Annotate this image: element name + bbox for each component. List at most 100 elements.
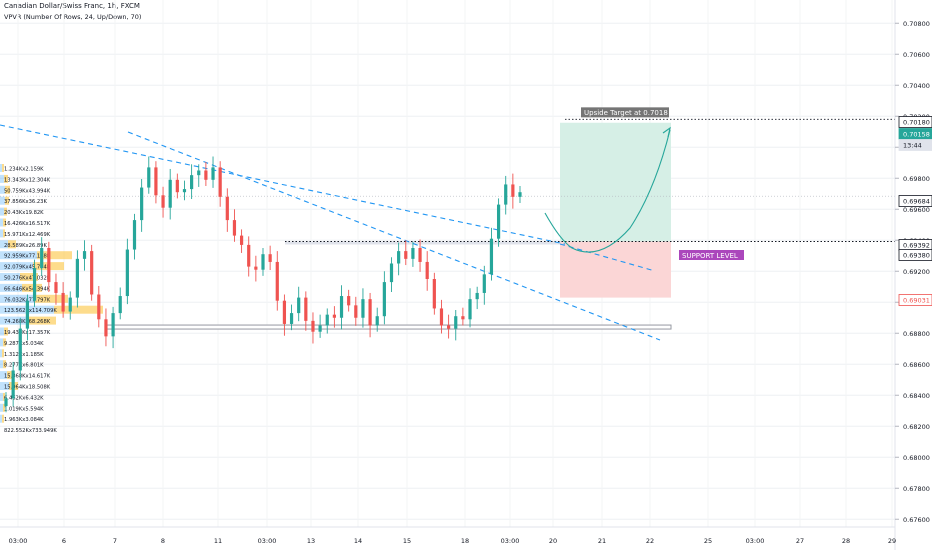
time-axis-label: 6 bbox=[62, 537, 66, 545]
candle-body bbox=[232, 220, 237, 236]
volume-profile-bar bbox=[0, 273, 20, 281]
time-axis-label: 22 bbox=[646, 537, 654, 545]
volume-profile-label: 822.552Kx733.949K bbox=[4, 428, 57, 434]
candle-body bbox=[397, 251, 401, 264]
price-axis-label: 0.68200 bbox=[903, 423, 930, 431]
candle-body bbox=[411, 248, 415, 259]
candle-body bbox=[82, 251, 87, 259]
volume-profile-bar bbox=[2, 349, 4, 358]
candle-body bbox=[18, 328, 22, 371]
volume-profile-bar bbox=[0, 218, 3, 227]
candle-body bbox=[461, 316, 465, 320]
time-axis-label: 03:00 bbox=[9, 537, 28, 545]
candle-body bbox=[147, 167, 151, 188]
candle-body bbox=[304, 297, 308, 321]
candle-body bbox=[11, 370, 15, 399]
price-badge-label: 0.70158 bbox=[903, 131, 930, 139]
price-badge bbox=[898, 294, 932, 306]
price-badge-label: 0.70180 bbox=[903, 119, 930, 127]
volume-profile-label: 66.646Kx54.394K bbox=[4, 286, 51, 292]
candle-body bbox=[111, 313, 115, 337]
volume-profile-label: 92.959Kx77.178K bbox=[4, 254, 51, 260]
candle-body bbox=[475, 292, 479, 300]
volume-profile-bar bbox=[0, 294, 35, 303]
volume-profile-label: 28.589Kx26.89K bbox=[4, 243, 47, 249]
price-badge bbox=[898, 195, 932, 207]
candle-body bbox=[325, 314, 329, 326]
volume-profile-label: 1.234Kx2.159K bbox=[4, 167, 44, 173]
volume-profile-bar bbox=[35, 294, 68, 303]
price-badge-label: 0.69684 bbox=[903, 198, 930, 206]
volume-profile-label: 9.287Kx5.034K bbox=[4, 341, 44, 347]
volume-profile-bar bbox=[0, 371, 7, 380]
time-axis-label: 28 bbox=[842, 537, 850, 545]
trendline-upper bbox=[0, 124, 566, 245]
volume-profile-bar bbox=[0, 327, 4, 336]
target-label-bg bbox=[581, 107, 669, 118]
candle-body bbox=[154, 167, 158, 196]
volume-profile-bar bbox=[3, 218, 6, 227]
volume-profile-label: 1.963Kx3.084K bbox=[4, 417, 44, 423]
candle-body bbox=[132, 220, 137, 250]
candle-body bbox=[47, 248, 51, 283]
volume-profile-bar bbox=[3, 229, 5, 238]
trendline-projection bbox=[559, 243, 656, 272]
volume-profile-label: 20.43Kx19.82K bbox=[4, 210, 44, 216]
candle-body bbox=[211, 167, 215, 180]
volume-profile-bar bbox=[37, 251, 72, 260]
volume-profile-bar bbox=[0, 349, 2, 358]
volume-profile-bar bbox=[3, 392, 5, 401]
candle-body bbox=[361, 299, 365, 318]
time-axis-label: 27 bbox=[796, 537, 804, 545]
candle-body bbox=[204, 170, 208, 180]
volume-profile-bar bbox=[0, 262, 33, 271]
candle-body bbox=[282, 300, 287, 324]
candle-body bbox=[482, 274, 486, 293]
volume-profile-bar bbox=[54, 305, 103, 314]
price-axis-label: 0.68400 bbox=[903, 392, 930, 400]
target-zone bbox=[560, 122, 671, 242]
volume-profile-label: 50.276Kx47.032K bbox=[4, 276, 51, 282]
candle-body bbox=[297, 297, 301, 314]
candle-body bbox=[32, 268, 37, 301]
time-axis-label: 03:00 bbox=[746, 537, 765, 545]
volume-profile-bar bbox=[8, 240, 16, 249]
indicator-title: VPVR (Number Of Rows, 24, Up/Down, 70) bbox=[4, 13, 142, 21]
volume-profile-bar bbox=[3, 403, 5, 412]
volume-profile-bar bbox=[2, 164, 4, 172]
candle-body bbox=[190, 175, 194, 190]
candle-body bbox=[268, 254, 272, 262]
volume-profile-label: 15.868Kx14.617K bbox=[4, 374, 51, 380]
candle-body bbox=[4, 398, 8, 407]
candle-body bbox=[175, 179, 179, 193]
price-badge-label: 0.69392 bbox=[903, 242, 930, 250]
candle-body bbox=[375, 316, 379, 326]
candle-body bbox=[90, 251, 94, 295]
time-axis-label: 25 bbox=[704, 537, 712, 545]
price-badge bbox=[898, 249, 932, 261]
volume-profile-bar bbox=[0, 392, 3, 401]
volume-profile-label: 13.343Kx12.304K bbox=[4, 177, 51, 183]
volume-profile-bar bbox=[0, 316, 29, 325]
volume-profile-label: 16.426Kx16.517K bbox=[4, 221, 51, 227]
projection-arrow-head bbox=[662, 126, 671, 138]
candle-body bbox=[61, 292, 65, 312]
candle-body bbox=[432, 279, 436, 309]
projection-curve bbox=[544, 129, 671, 253]
candle-body bbox=[511, 184, 515, 197]
price-axis-label: 0.68000 bbox=[903, 454, 930, 462]
volume-profile-bar bbox=[7, 371, 14, 380]
volume-profile-label: 15.964Kx18.508K bbox=[4, 385, 51, 391]
time-axis-label: 03:00 bbox=[258, 537, 277, 545]
candle-body bbox=[489, 238, 494, 275]
candle-body bbox=[239, 235, 244, 245]
time-axis-label: 15 bbox=[403, 537, 411, 545]
volume-profile-bar bbox=[4, 207, 7, 216]
candle-body bbox=[289, 313, 294, 324]
volume-profile-bar bbox=[0, 240, 8, 249]
volume-profile-bar bbox=[0, 185, 5, 194]
volume-profile-bar bbox=[5, 196, 9, 205]
candle-body bbox=[218, 167, 222, 197]
support-label: SUPPORT LEVEL bbox=[682, 252, 738, 260]
